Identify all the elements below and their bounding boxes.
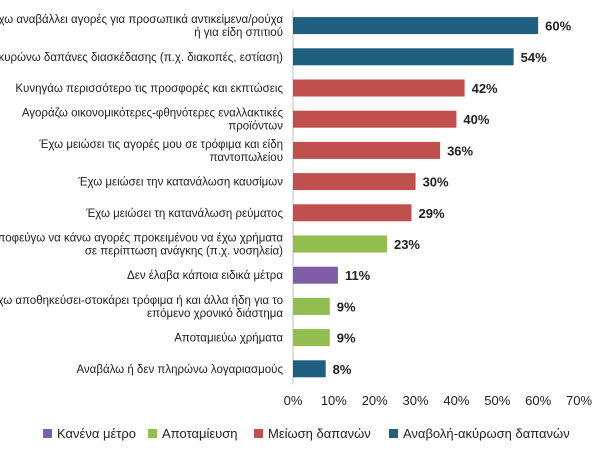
x-tick-label-2: 20% [362, 393, 388, 408]
category-label-9: Έχω αποθηκεύσει-στοκάρει τρόφιμα ή και ά… [0, 295, 283, 320]
bar-2 [293, 79, 465, 97]
value-label-4: 36% [447, 143, 473, 158]
legend-swatch-none [43, 429, 52, 438]
category-label-7: Αποφεύγω να κάνω αγορές προκειμένου να έ… [0, 233, 283, 258]
value-label-9: 9% [337, 299, 356, 314]
legend-swatch-reduce [254, 429, 263, 438]
value-label-8: 11% [345, 268, 371, 283]
bar-8 [293, 266, 338, 284]
value-label-5: 30% [423, 175, 449, 190]
legend-label-reduce: Μείωση δαπανών [268, 426, 371, 441]
x-tick-label-6: 60% [525, 393, 551, 408]
bar-3 [293, 110, 457, 128]
value-label-11: 8% [333, 362, 352, 377]
bar-11 [293, 360, 326, 378]
value-label-7: 23% [394, 237, 420, 252]
legend: Κανένα μέτρο Αποταμίευση Μείωση δαπανών Ανα… [43, 426, 570, 441]
x-tick-label-0: 0% [284, 393, 303, 408]
value-label-3: 40% [463, 112, 489, 127]
category-label-0: Έχω αναβάλλει αγορές για προσωπικά αντικ… [0, 14, 283, 39]
category-label-3: Αγοράζω οικονομικότερες-φθηνότερες εναλλ… [22, 108, 284, 133]
category-label-8: Δεν έλαβα κάποια ειδικά μέτρα [127, 270, 283, 282]
category-label-11: Αναβάλω ή δεν πληρώνω λογαριασμούς [76, 364, 283, 376]
x-tick-labels-group: 0% 10% 20% 30% 40% 50% 60% 70% [284, 393, 593, 408]
bar-1 [293, 48, 514, 66]
x-tick-label-5: 50% [484, 393, 510, 408]
bar-4 [293, 141, 441, 159]
value-labels-group: 60% 54% 42% 40% 36% 30% 29% 23% 11% 9% 9% 8% [333, 19, 572, 377]
value-label-2: 42% [472, 81, 498, 96]
legend-swatch-defer [389, 429, 398, 438]
bar-10 [293, 329, 330, 347]
bar-7 [293, 235, 387, 253]
category-label-5: Έχω μειώσει την κατανάλωση καυσίμων [77, 177, 283, 189]
value-label-1: 54% [521, 50, 547, 65]
bar-5 [293, 173, 416, 191]
value-label-0: 60% [545, 19, 571, 34]
legend-label-none: Κανένα μέτρο [57, 426, 136, 441]
bars-group [293, 17, 539, 378]
category-labels-group: Έχω αναβάλλει αγορές για προσωπικά αντικ… [0, 14, 283, 376]
category-label-4: Έχω μειώσει τις αγορές μου σε τρόφιμα κα… [38, 139, 283, 164]
x-tick-label-1: 10% [321, 393, 347, 408]
category-label-10: Αποταμιεύω χρήματα [174, 333, 283, 345]
category-label-6: Έχω μειώσει τη κατανάλωση ρεύματος [85, 208, 283, 220]
bar-0 [293, 17, 539, 35]
category-label-2: Κυνηγάω περισσότερο τις προσφορές και εκ… [15, 83, 283, 95]
value-label-10: 9% [337, 331, 356, 346]
legend-label-saving: Αποταμίευση [162, 426, 238, 441]
x-tick-label-7: 70% [566, 393, 592, 408]
value-label-6: 29% [418, 206, 444, 221]
x-tick-label-4: 40% [443, 393, 469, 408]
legend-swatch-saving [148, 429, 157, 438]
bar-9 [293, 297, 330, 315]
category-label-1: Ακυρώνω δαπάνες διασκέδασης (π.χ. διακοπ… [0, 52, 283, 64]
x-tick-label-3: 30% [403, 393, 429, 408]
legend-label-defer: Αναβολή-ακύρωση δαπανών [403, 426, 570, 441]
bar-6 [293, 204, 412, 222]
